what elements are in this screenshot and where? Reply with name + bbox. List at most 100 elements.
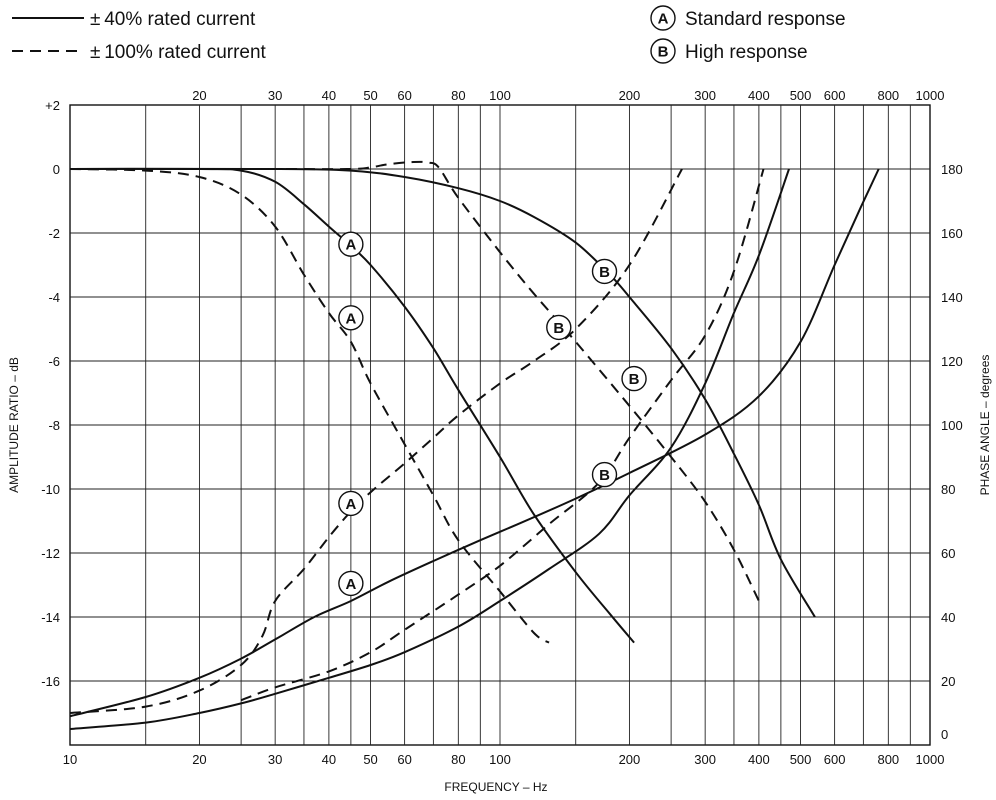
curve-marker-b: B <box>591 461 618 488</box>
y-tick-label: -8 <box>48 418 60 433</box>
x-tick-label-top: 300 <box>694 88 716 103</box>
x-tick-label-bottom: 1000 <box>916 752 945 767</box>
marker-letter: A <box>345 310 356 327</box>
y2-tick-label: 160 <box>941 226 963 241</box>
legend-response-item: B High response <box>650 38 808 64</box>
phase-curve-a-40pct <box>69 168 880 718</box>
x-tick-label-bottom: 60 <box>397 752 411 767</box>
x-tick-label-top: 600 <box>824 88 846 103</box>
legend-marker-letter: B <box>658 44 669 61</box>
x-tick-label-bottom: 40 <box>322 752 336 767</box>
x-tick-label-bottom: 10 <box>63 752 77 767</box>
curve-marker-b: B <box>591 258 618 285</box>
amplitude-curve-b-40pct <box>69 167 816 618</box>
y2-tick-label: 20 <box>941 674 955 689</box>
curves <box>69 160 880 730</box>
marker-letter: A <box>345 237 356 254</box>
curve-marker-a: A <box>338 231 364 257</box>
marker-circle <box>546 314 572 341</box>
x-tick-label-bottom: 20 <box>192 752 206 767</box>
marker-letter: B <box>599 467 610 484</box>
y-tick-label: -2 <box>48 226 60 241</box>
legend-linestyle-item: ± 40% rated current <box>12 9 256 30</box>
y-tick-label: -14 <box>41 610 60 625</box>
x-tick-label-top: 30 <box>268 88 282 103</box>
y2-tick-label: 60 <box>941 546 955 561</box>
x-tick-label-bottom: 100 <box>489 752 511 767</box>
x-tick-label-bottom: 50 <box>363 752 377 767</box>
y-tick-label: 0 <box>53 162 60 177</box>
x-tick-label-bottom: 500 <box>790 752 812 767</box>
legend-line-label: ± 40% rated current <box>90 9 256 30</box>
legend-response-label: Standard response <box>685 9 846 30</box>
x-tick-label-top: 20 <box>192 88 206 103</box>
y2-tick-label: 180 <box>941 162 963 177</box>
y-tick-label: -12 <box>41 546 60 561</box>
y-tick-label: -16 <box>41 674 60 689</box>
y-tick-label: -4 <box>48 290 60 305</box>
y2-tick-label: 140 <box>941 290 963 305</box>
marker-circle <box>591 461 618 488</box>
y2-tick-label: 80 <box>941 482 955 497</box>
marker-letter: A <box>345 496 356 513</box>
curve-marker-b: B <box>621 365 647 392</box>
x-tick-label-bottom: 30 <box>268 752 282 767</box>
marker-circle <box>338 570 364 597</box>
marker-letter: B <box>553 320 564 337</box>
curve-marker-a: A <box>338 490 364 517</box>
marker-circle <box>338 231 364 257</box>
marker-letter: B <box>599 264 610 281</box>
amplitude-curve-a-40pct <box>69 167 635 644</box>
marker-letter: A <box>345 576 356 593</box>
legend-marker-circle <box>650 38 676 64</box>
y2-tick-label: 120 <box>941 354 963 369</box>
marker-letter: B <box>629 371 640 388</box>
x-tick-label-top: 800 <box>877 88 899 103</box>
marker-circle <box>591 258 618 285</box>
legend-marker-letter: A <box>658 11 669 28</box>
x-tick-label-bottom: 400 <box>748 752 770 767</box>
tick-labels: 10 20 30 40 50 60 80 100 200 300 400 500 600 800 10002… <box>41 88 963 767</box>
amplitude-curve-b-100pct <box>69 160 760 602</box>
x-tick-label-bottom: 200 <box>619 752 641 767</box>
curve-marker-a: A <box>338 570 364 597</box>
curve-marker-b: B <box>546 314 572 341</box>
marker-circle <box>338 490 364 517</box>
x-axis-title: FREQUENCY – Hz <box>444 780 547 794</box>
x-tick-label-top: 200 <box>619 88 641 103</box>
y2-tick-label: 40 <box>941 610 955 625</box>
x-tick-label-top: 500 <box>790 88 812 103</box>
axis-titles: FREQUENCY – Hz AMPLITUDE RATIO – dB PHAS… <box>7 355 992 794</box>
x-tick-label-top: 1000 <box>916 88 945 103</box>
legend-linestyle-item: ± 100% rated current <box>12 42 267 63</box>
y-tick-label: +2 <box>45 98 60 113</box>
legend-response-label: High response <box>685 42 808 63</box>
legend: ± 40% rated current ± 100% rated current A… <box>12 5 846 64</box>
marker-circle <box>338 305 364 331</box>
x-tick-label-top: 60 <box>397 88 411 103</box>
curve-marker-a: A <box>338 305 364 331</box>
y2-axis-title: PHASE ANGLE – degrees <box>978 355 992 496</box>
y-tick-label: -6 <box>48 354 60 369</box>
y-tick-label: -10 <box>41 482 60 497</box>
phase-curve-b-40pct <box>69 168 790 730</box>
y-axis-title: AMPLITUDE RATIO – dB <box>7 357 21 493</box>
y2-tick-label: 100 <box>941 418 963 433</box>
x-tick-label-top: 40 <box>322 88 336 103</box>
legend-line-label: ± 100% rated current <box>90 42 267 63</box>
x-tick-label-bottom: 80 <box>451 752 465 767</box>
x-tick-label-top: 50 <box>363 88 377 103</box>
x-tick-label-top: 400 <box>748 88 770 103</box>
legend-marker-circle <box>650 5 676 31</box>
amplitude-curve-a-100pct <box>69 168 550 644</box>
phase-curve-b-100pct <box>240 168 765 702</box>
curve-markers: A A A A B B B B <box>338 231 647 597</box>
x-tick-label-top: 100 <box>489 88 511 103</box>
x-tick-label-bottom: 300 <box>694 752 716 767</box>
phase-curve-a-100pct <box>69 168 683 714</box>
x-tick-label-bottom: 600 <box>824 752 846 767</box>
x-tick-label-top: 80 <box>451 88 465 103</box>
marker-circle <box>621 365 647 392</box>
x-tick-label-bottom: 800 <box>877 752 899 767</box>
